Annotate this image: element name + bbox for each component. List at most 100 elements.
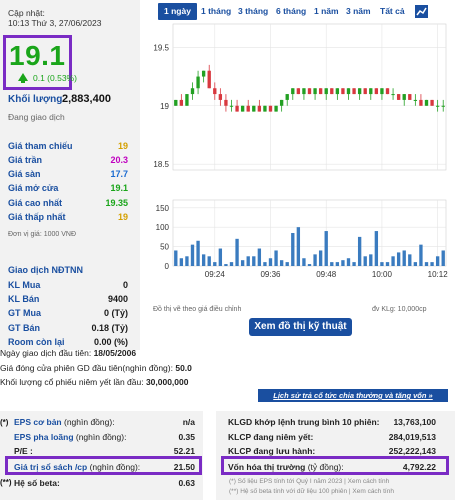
chart-type-icon[interactable] — [415, 5, 428, 22]
volume-bar — [346, 258, 351, 266]
avg-volume-label: KLGD khớp lệnh trung bình 10 phiên: — [228, 417, 380, 427]
candle-body — [252, 105, 256, 112]
volume-bar — [279, 260, 284, 266]
candle-body — [257, 105, 262, 112]
candle-body — [218, 94, 223, 100]
floor-price-value: 17.7 — [110, 169, 128, 179]
volume-bar — [201, 254, 206, 266]
first-listed-volume: Khối lượng cổ phiếu niêm yết lần đầu: 30… — [0, 377, 188, 387]
volume-bar — [424, 262, 429, 266]
technical-chart-button[interactable]: Xem đồ thị kỹ thuật — [249, 318, 352, 336]
candle-body — [408, 94, 412, 100]
tab-1-month[interactable]: 1 tháng — [201, 6, 232, 16]
current-price: 19.1 — [9, 40, 66, 71]
first-listed-volume-value: 30,000,000 — [145, 377, 189, 387]
foreign-room-value: 0.00 (%) — [93, 337, 128, 347]
volume-bar — [357, 236, 362, 266]
tab-1-year[interactable]: 1 năm — [314, 6, 339, 16]
tab-all[interactable]: Tất cả — [380, 6, 405, 16]
eps-diluted-label-text: EPS pha loãng — [14, 432, 74, 442]
candle-body — [352, 88, 356, 95]
volume-bar — [285, 262, 289, 266]
beta-label: Hệ số beta: — [14, 478, 60, 488]
candle-body — [424, 99, 429, 106]
intraday-chart[interactable]: 09:24 09:36 09:48 10:00 10:12 19.5 19 18.5 150 10… — [138, 20, 450, 290]
high-price-label: Giá cao nhất — [8, 198, 63, 208]
foreign-buy-vol-label: KL Mua — [8, 280, 41, 290]
candle-body — [435, 105, 440, 107]
volume-bar — [179, 258, 184, 266]
foreign-buy-vol-value: 0 — [122, 280, 128, 290]
tab-6-months[interactable]: 6 tháng — [276, 6, 307, 16]
listed-shares-value: 284,019,513 — [388, 432, 436, 442]
beta-footnote[interactable]: (**) Hệ số beta tính với dữ liệu 100 phi… — [229, 488, 394, 495]
candle-body — [207, 70, 211, 89]
x-tick-label: 10:00 — [372, 270, 393, 279]
volume-bar — [174, 250, 178, 266]
volume-label: Khối lượng — [8, 94, 63, 105]
candle-body — [335, 88, 340, 95]
volume-bar — [363, 256, 367, 266]
first-trade-date-value: 18/05/2006 — [93, 348, 137, 358]
volume-bar — [257, 248, 262, 266]
candle-body — [229, 105, 234, 107]
eps-basic-label: EPS cơ bản (nghìn đồng): — [14, 417, 115, 427]
volume-bar — [296, 227, 301, 266]
volume-bar — [229, 262, 234, 266]
market-cap-label: Vốn hóa thị trường (tỷ đồng): — [228, 462, 344, 472]
market-cap-unit: (tỷ đồng): — [305, 462, 344, 472]
candle-body — [285, 94, 289, 100]
foreign-trade-heading: Giao dịch NĐTNN — [8, 265, 84, 275]
first-trade-date: Ngày giao dịch đầu tiên: 18/05/2006 — [0, 348, 136, 358]
price-highlight-box — [3, 35, 72, 90]
tab-3-years[interactable]: 3 năm — [346, 6, 371, 16]
candle-body — [296, 88, 301, 95]
market-cap-highlight-box — [221, 456, 449, 475]
price-unit-note: Đơn vị giá: 1000 VNĐ — [8, 231, 77, 238]
book-value-highlight-box — [5, 456, 202, 475]
candle-body — [369, 88, 373, 95]
candle-body — [380, 88, 384, 95]
volume-value: 2,883,400 — [62, 93, 111, 105]
candle-body — [330, 88, 334, 95]
foreign-sell-vol-label: KL Bán — [8, 294, 40, 304]
volume-bar — [218, 248, 223, 266]
volume-bar — [185, 256, 189, 266]
volume-bar — [369, 254, 373, 266]
volume-tick-label: 0 — [165, 262, 170, 271]
volume-bar — [341, 260, 345, 266]
candle-body — [313, 88, 317, 95]
volume-bar — [224, 264, 228, 266]
foreign-room-label: Room còn lại — [8, 337, 65, 347]
outstanding-shares-value: 252,222,143 — [388, 446, 436, 456]
volume-tick-label: 150 — [156, 204, 170, 213]
volume-bar — [385, 262, 390, 266]
candle-body — [391, 94, 395, 96]
eps-footnote[interactable]: (*) Số liệu EPS tính tới Quý I năm 2023 … — [229, 478, 390, 485]
x-tick-label: 09:24 — [205, 270, 226, 279]
price-panel-frame — [172, 23, 447, 171]
foreign-buy-val-label: GT Mua — [8, 308, 41, 318]
chart-note-volume-unit: đv KLg: 10,000cp — [372, 306, 427, 313]
tab-3-months[interactable]: 3 tháng — [238, 6, 269, 16]
volume-bar — [396, 252, 401, 266]
candle-body — [346, 88, 351, 95]
candle-body — [190, 88, 195, 95]
volume-bar — [213, 262, 217, 266]
dividend-history-link[interactable]: Lịch sử trả cổ tức chia thưởng và tăng v… — [258, 389, 448, 402]
update-time: 10:13 Thứ 3, 27/06/2023 — [8, 18, 102, 28]
eps-diluted-value: 0.35 — [178, 432, 195, 442]
x-tick-label: 10:12 — [428, 270, 449, 279]
book-value-label: Giá trị sổ sách /cp (nghìn đồng): — [14, 462, 140, 472]
volume-bar — [268, 258, 273, 266]
eps-basic-unit: (nghìn đồng): — [61, 417, 115, 427]
tab-1-day[interactable]: 1 ngày — [158, 3, 197, 20]
ref-price-label: Giá tham chiếu — [8, 141, 73, 151]
candle-body — [246, 105, 250, 112]
volume-bar — [190, 244, 195, 266]
candle-body — [263, 105, 267, 112]
volume-bar — [274, 250, 278, 266]
open-price-label: Giá mở cửa — [8, 183, 59, 193]
fundamentals-left-panel — [0, 411, 203, 500]
arrow-up-icon-stem — [21, 79, 25, 83]
